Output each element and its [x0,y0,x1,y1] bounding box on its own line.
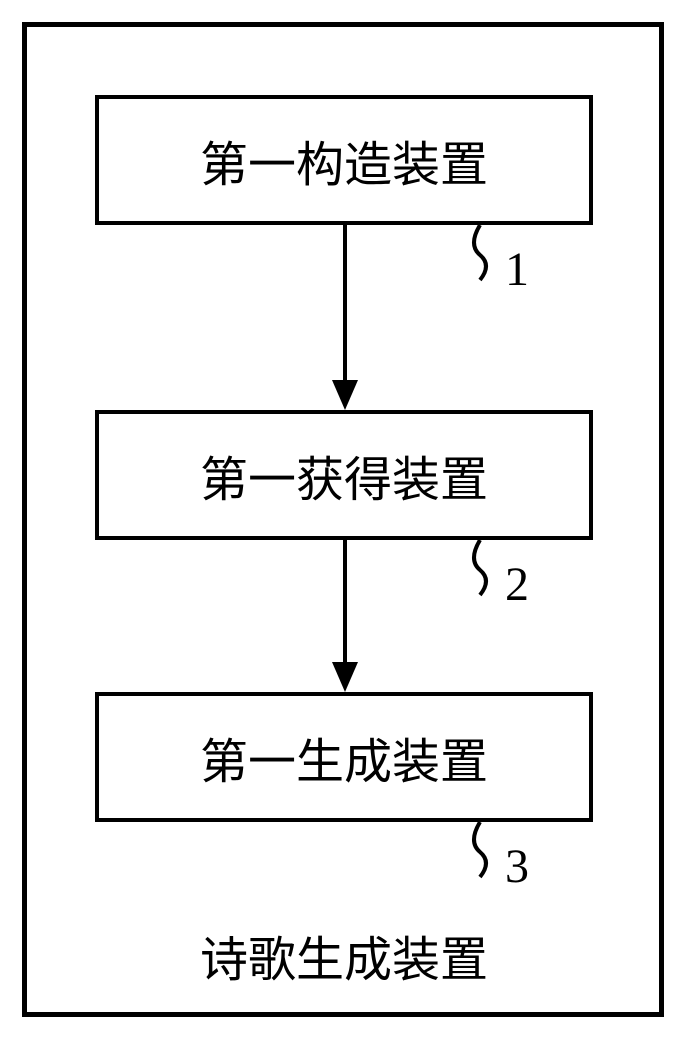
ref-1-squiggle [460,225,500,285]
node-1-label: 第一构造装置 [200,125,488,195]
node-3-label: 第一生成装置 [200,722,488,792]
node-2-label: 第一获得装置 [200,440,488,510]
ref-1-label: 1 [505,242,529,297]
edge-1-2 [320,225,370,410]
node-3: 第一生成装置 [95,692,593,822]
caption: 诗歌生成装置 [200,920,488,990]
node-2: 第一获得装置 [95,410,593,540]
node-1: 第一构造装置 [95,95,593,225]
ref-3-squiggle [460,822,500,882]
edge-2-3 [320,540,370,692]
ref-2-squiggle [460,540,500,600]
ref-3-label: 3 [505,839,529,894]
ref-2-label: 2 [505,557,529,612]
